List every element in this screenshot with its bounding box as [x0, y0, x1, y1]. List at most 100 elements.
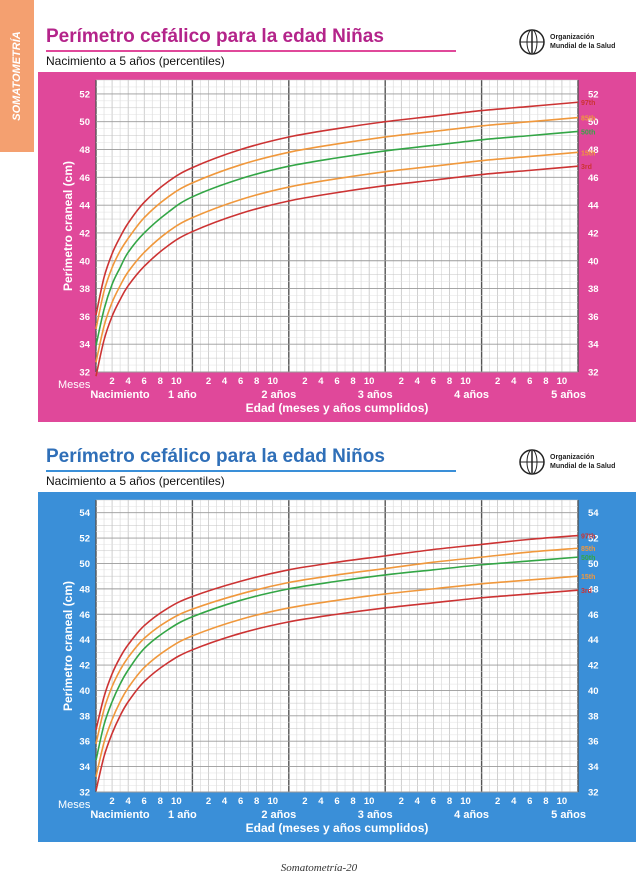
girls-month-tick-label: 6	[238, 376, 243, 387]
boys-month-tick-label: 8	[158, 796, 163, 807]
boys-ytick-label-right: 40	[588, 686, 599, 697]
girls-ytick-label-left: 52	[79, 89, 90, 100]
boys-series-label-3rd: 3rd	[581, 588, 592, 595]
boys-month-tick-label: 2	[206, 796, 211, 807]
girls-month-tick-label: 10	[557, 376, 568, 387]
boys-chart-frame: 32 32 34 34 36 36 38 38 40 40 42 42 44 44 46 46 48 48 50 50…	[38, 492, 636, 842]
girls-ytick-label-right: 32	[588, 368, 599, 379]
girls-ytick-label-left: 34	[79, 340, 90, 351]
boys-ytick-label-right: 42	[588, 661, 599, 672]
girls-year-label: 4 años	[454, 389, 489, 401]
side-tab-label: SOMATOMETRÍA	[11, 31, 23, 121]
side-tab: SOMATOMETRÍA	[0, 0, 34, 152]
girls-month-tick-label: 8	[158, 376, 163, 387]
boys-ytick-label-right: 54	[588, 508, 599, 519]
boys-months-label: Meses	[58, 799, 91, 811]
girls-month-tick-label: 8	[447, 376, 452, 387]
boys-ytick-label-right: 34	[588, 762, 599, 773]
boys-month-tick-label: 8	[254, 796, 259, 807]
girls-year-label: 3 años	[358, 389, 393, 401]
girls-ytick-label-left: 44	[79, 201, 90, 212]
boys-month-tick-label: 4	[511, 796, 517, 807]
boys-month-tick-label: 6	[527, 796, 532, 807]
boys-month-tick-label: 6	[334, 796, 339, 807]
girls-ytick-label-left: 48	[79, 145, 90, 156]
boys-month-tick-label: 2	[399, 796, 404, 807]
girls-month-tick-label: 8	[350, 376, 355, 387]
girls-ytick-label-right: 36	[588, 312, 599, 323]
boys-year-label: 1 año	[168, 809, 197, 821]
boys-year-label: Nacimiento	[90, 809, 150, 821]
boys-ytick-label-right: 50	[588, 559, 599, 570]
girls-x-axis-label: Edad (meses y años cumplidos)	[246, 401, 429, 415]
girls-year-label: Nacimiento	[90, 389, 150, 401]
girls-series-label-97th: 97th	[581, 100, 595, 107]
girls-month-tick-label: 4	[318, 376, 324, 387]
girls-series-line-50th	[95, 130, 579, 346]
girls-series-label-50th: 50th	[581, 129, 595, 136]
girls-month-tick-label: 2	[495, 376, 500, 387]
boys-ytick-label-right: 44	[588, 635, 599, 646]
girls-chart-block: Perímetro cefálico para la edad Niñas Na…	[38, 26, 636, 436]
boys-ytick-label-right: 52	[588, 534, 599, 545]
girls-ytick-label-right: 40	[588, 256, 599, 267]
boys-month-tick-label: 10	[364, 796, 375, 807]
boys-chart-block: Perímetro cefálico para la edad Niños Na…	[38, 446, 636, 856]
boys-series-label-97th: 97th	[581, 534, 595, 541]
girls-series-label-3rd: 3rd	[581, 164, 592, 171]
girls-ytick-label-left: 36	[79, 312, 90, 323]
girls-ytick-label-left: 46	[79, 173, 90, 184]
girls-chart-frame: 32 32 34 34 36 36 38 38 40 40 42 42 44 44 46 46 48 48 50 50…	[38, 72, 636, 422]
boys-series-label-50th: 50th	[581, 555, 595, 562]
boys-month-tick-label: 10	[557, 796, 568, 807]
girls-month-tick-label: 4	[415, 376, 421, 387]
boys-year-label: 4 años	[454, 809, 489, 821]
girls-ytick-label-left: 40	[79, 256, 90, 267]
boys-month-tick-label: 6	[142, 796, 147, 807]
girls-ytick-label-right: 52	[588, 89, 599, 100]
girls-series-line-85th	[95, 116, 579, 330]
boys-ytick-label-right: 36	[588, 737, 599, 748]
girls-series-label-85th: 85th	[581, 116, 595, 123]
girls-chart-subtitle: Nacimiento a 5 años (percentiles)	[46, 54, 225, 68]
boys-chart-subtitle: Nacimiento a 5 años (percentiles)	[46, 474, 225, 488]
boys-ytick-label-left: 40	[79, 686, 90, 697]
boys-month-tick-label: 2	[109, 796, 114, 807]
who-emblem-icon	[519, 449, 545, 475]
girls-series-line-97th	[95, 101, 579, 316]
boys-month-tick-label: 4	[222, 796, 228, 807]
girls-ytick-label-right: 46	[588, 173, 599, 184]
boys-ytick-label-left: 34	[79, 762, 90, 773]
girls-year-label: 2 años	[261, 389, 296, 401]
boys-series-line-3rd	[95, 589, 579, 791]
girls-ytick-label-left: 42	[79, 228, 90, 239]
boys-month-tick-label: 2	[302, 796, 307, 807]
boys-month-tick-label: 2	[495, 796, 500, 807]
page-footer: Somatometría-20	[280, 862, 358, 874]
boys-ytick-label-right: 48	[588, 584, 599, 595]
boys-year-label: 2 años	[261, 809, 296, 821]
who-emblem-icon	[519, 29, 545, 55]
girls-months-label: Meses	[58, 379, 91, 391]
girls-month-tick-label: 10	[267, 376, 278, 387]
boys-month-tick-label: 8	[350, 796, 355, 807]
girls-month-tick-label: 10	[171, 376, 182, 387]
boys-ytick-label-left: 38	[79, 711, 90, 722]
girls-month-tick-label: 6	[334, 376, 339, 387]
who-logo: Organización Mundial de la Salud	[518, 26, 630, 62]
boys-month-tick-label: 6	[238, 796, 243, 807]
boys-ytick-label-right: 46	[588, 610, 599, 621]
girls-year-label: 1 año	[168, 389, 197, 401]
girls-month-tick-label: 8	[254, 376, 259, 387]
boys-series-line-50th	[95, 556, 579, 761]
girls-ytick-label-right: 50	[588, 117, 599, 128]
girls-ytick-label-left: 38	[79, 284, 90, 295]
boys-ytick-label-left: 54	[79, 508, 90, 519]
boys-year-label: 5 años	[551, 809, 586, 821]
girls-month-tick-label: 2	[302, 376, 307, 387]
girls-month-tick-label: 6	[527, 376, 532, 387]
boys-grid	[95, 499, 579, 793]
girls-month-tick-label: 4	[511, 376, 517, 387]
